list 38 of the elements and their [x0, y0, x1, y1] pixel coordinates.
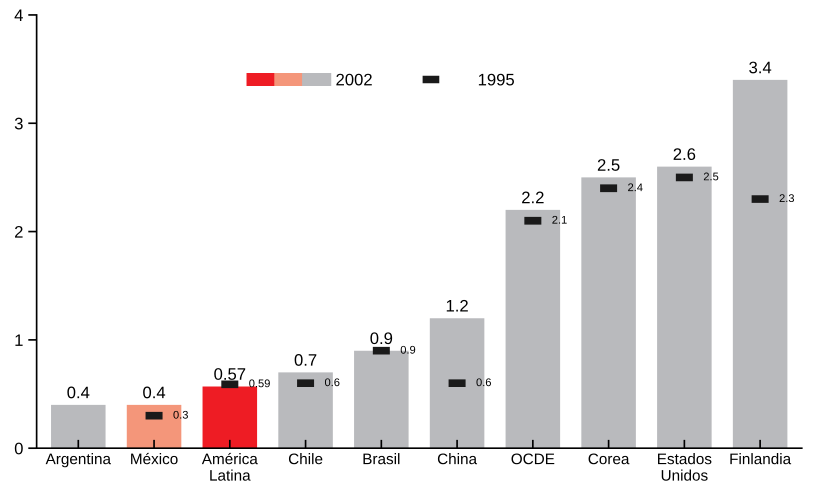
data-label: 2.3 — [780, 194, 794, 202]
x-tick-label: OCDE — [512, 453, 554, 464]
data-label: 3.4 — [749, 62, 772, 74]
data-label: 0.6 — [324, 378, 340, 386]
y-tick-label: 1 — [15, 334, 23, 346]
data-label: 2.5 — [598, 159, 620, 171]
x-tick-label: China — [438, 453, 478, 464]
legend-label: 2002 — [336, 74, 372, 86]
x-tick-label: Finlandia — [730, 453, 792, 464]
x-tick-label: América Latina — [202, 452, 258, 481]
bar — [51, 404, 106, 448]
x-tick-label: Estados Unidos — [658, 453, 712, 481]
y-tick-label: 2 — [15, 226, 23, 238]
data-label: 2.5 — [704, 172, 718, 180]
legend-label: 1995 — [478, 74, 514, 86]
x-tick-label: Brasil — [363, 453, 400, 464]
data-label: 0.59 — [249, 379, 270, 388]
data-label: 0.3 — [173, 410, 188, 419]
data-label: 0.6 — [476, 378, 491, 386]
x-tick-label: Argentina — [46, 453, 111, 468]
data-label: 2.4 — [628, 183, 643, 192]
y-tick-label: 4 — [14, 10, 23, 21]
y-tick-label: 3 — [14, 118, 23, 130]
data-label: 2.6 — [674, 148, 696, 160]
data-label: 2.1 — [552, 216, 567, 224]
bar — [202, 386, 258, 448]
data-label: 0.4 — [143, 386, 166, 398]
x-tick-label: Chile — [288, 453, 322, 464]
data-label: 0.7 — [294, 354, 316, 366]
y-tick-label: 0 — [14, 442, 23, 454]
data-label: 0.4 — [67, 386, 90, 398]
data-label: 2.2 — [522, 192, 544, 204]
x-tick-label: México — [131, 452, 178, 464]
data-label: 0.9 — [370, 332, 392, 344]
data-label: 0.9 — [400, 346, 416, 354]
x-tick-label: Corea — [588, 453, 630, 464]
data-label: 0.57 — [214, 368, 246, 380]
data-label: 1.2 — [446, 300, 468, 312]
